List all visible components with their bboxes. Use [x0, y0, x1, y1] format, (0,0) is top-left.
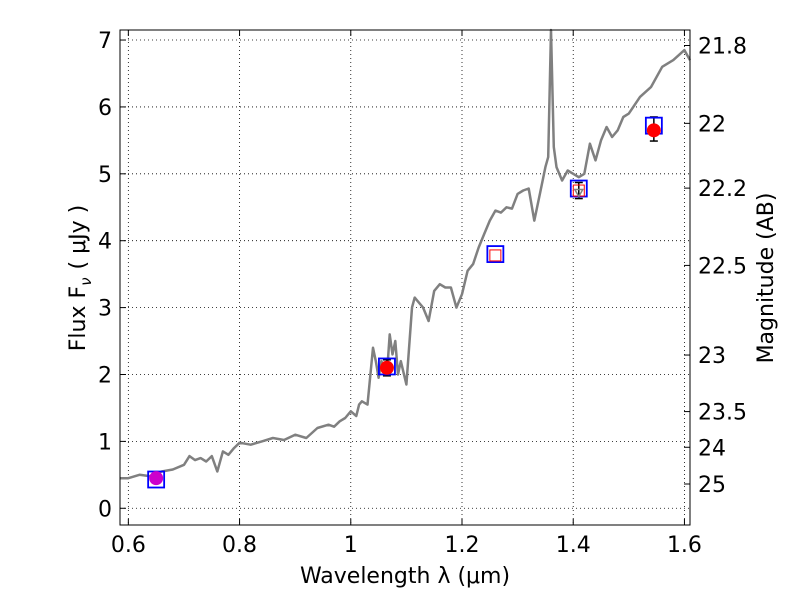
y-tick-label: 7 — [98, 29, 112, 54]
x-tick-label: 1.4 — [556, 533, 591, 558]
y-axis: 0 1 2 3 4 5 6 7 — [98, 29, 126, 522]
x-tick-label: 1.2 — [445, 533, 480, 558]
magnitude-tick-label: 23 — [698, 344, 726, 369]
x-axis-label: Wavelength λ (μm) — [300, 564, 510, 589]
magnitude-tick-label: 25 — [698, 473, 726, 498]
upper-limit-marker — [573, 188, 585, 199]
open-square-marker — [486, 245, 505, 263]
magnitude-axis: 21.8 22 22.2 22.5 23 23.5 24 25 — [684, 34, 747, 498]
y-axis-label: Flux F — [66, 286, 91, 351]
grid — [120, 30, 690, 525]
magnitude-tick-label: 22 — [698, 112, 726, 137]
y-tick-label: 6 — [98, 96, 112, 121]
y-axis-label-unit: ( μJy ) — [66, 205, 91, 270]
y-tick-label: 2 — [98, 363, 112, 388]
magnitude-tick-label: 24 — [698, 436, 726, 461]
photometry-layer — [147, 116, 663, 489]
magnitude-tick-label: 22.2 — [698, 177, 747, 202]
y-axis-label-group: Flux Fν ( μJy ) — [66, 205, 95, 351]
x-tick-label: 0.6 — [111, 533, 146, 558]
plot-frame — [119, 29, 691, 526]
y-tick-label: 5 — [98, 163, 112, 188]
spectrum-line — [120, 28, 692, 480]
magnitude-axis-label: Magnitude (AB) — [754, 193, 779, 364]
magenta-circle-marker — [149, 471, 164, 486]
y-axis-label-subscript: ν — [77, 277, 95, 285]
magnitude-tick-label: 21.8 — [698, 34, 747, 59]
svg-text:Flux Fν( μJy ): Flux Fν ( μJy ) — [66, 205, 95, 351]
red-circle-marker — [646, 123, 661, 138]
y-tick-label: 3 — [98, 297, 112, 322]
y-tick-label: 4 — [98, 230, 112, 255]
y-tick-label: 1 — [98, 430, 112, 455]
x-tick-label: 1 — [344, 533, 358, 558]
y-tick-label: 0 — [98, 497, 112, 522]
red-circle-marker — [379, 360, 394, 375]
x-tick-label: 1.6 — [667, 533, 702, 558]
small-red-square-marker — [489, 249, 502, 262]
magnitude-tick-label: 23.5 — [698, 401, 747, 426]
magnitude-tick-label: 22.5 — [698, 254, 747, 279]
x-axis: 0.6 0.8 1 1.2 1.4 1.6 — [111, 30, 702, 558]
spectrum-layer — [120, 28, 692, 480]
x-tick-label: 0.8 — [222, 533, 257, 558]
